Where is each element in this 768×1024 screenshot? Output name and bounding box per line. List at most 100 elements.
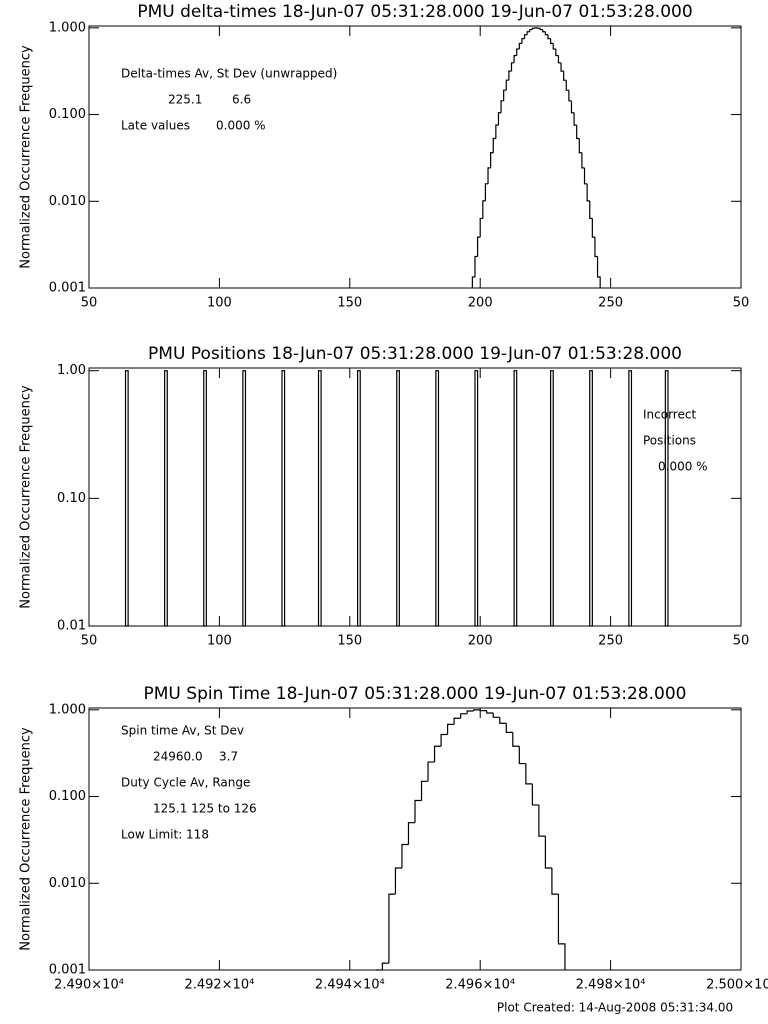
histogram-bin	[433, 745, 442, 763]
histogram-bin	[388, 893, 396, 964]
x-tick-label: 200	[468, 296, 493, 311]
histogram-bin	[484, 183, 489, 201]
histogram-bin	[503, 89, 507, 101]
histogram-bin	[570, 100, 575, 114]
histogram-bin	[471, 276, 475, 288]
y-axis-label: Normalized Occurrence Frequency	[19, 727, 34, 951]
annotation: Incorrect	[643, 408, 696, 422]
annotation: 225.1	[168, 93, 202, 107]
histogram-bin	[551, 868, 559, 895]
y-tick-label: 0.010	[49, 194, 86, 209]
histogram-bin	[427, 761, 435, 782]
x-tick-label: 100	[207, 296, 232, 311]
histogram-bin	[505, 723, 513, 733]
chart-title: PMU delta-times 18-Jun-07 05:31:28.000 1…	[137, 2, 692, 22]
histogram-bin	[407, 822, 415, 845]
x-tick-label: 100	[207, 634, 232, 649]
spike	[203, 370, 207, 627]
annotation: Positions	[643, 434, 696, 448]
histogram-bin	[474, 255, 478, 277]
histogram-bin	[591, 218, 595, 238]
spike	[396, 370, 400, 627]
histogram-bin	[557, 894, 566, 970]
histogram-bin	[381, 962, 389, 970]
x-tick-label: 200	[468, 634, 493, 649]
x-tick-label: 2.496×10⁴	[445, 978, 515, 993]
histogram-bin	[518, 746, 526, 765]
histogram-bin	[589, 200, 593, 220]
histogram-bin	[586, 183, 590, 202]
x-tick-label: 250	[598, 296, 623, 311]
x-tick-label: 2.494×10⁴	[315, 978, 385, 993]
x-tick-label: 150	[337, 634, 362, 649]
histogram-bin	[531, 783, 539, 806]
annotation: 0.000 %	[658, 460, 708, 474]
histogram-bin	[529, 28, 533, 32]
spike	[628, 370, 633, 627]
x-tick-label: 2.498×10⁴	[576, 978, 646, 993]
histogram-bin	[594, 237, 598, 258]
histogram-bin	[539, 28, 543, 31]
histogram-bin	[487, 167, 491, 184]
plot-frame	[88, 367, 742, 627]
histogram-bin	[581, 152, 585, 169]
histogram-bin	[555, 49, 559, 57]
x-tick-label: 50	[81, 296, 98, 311]
spike	[164, 370, 168, 627]
spike	[357, 370, 361, 627]
annotation: Delta-times Av, St Dev (unwrapped)	[121, 67, 337, 81]
histogram-bin	[518, 42, 522, 50]
histogram-bin	[557, 55, 562, 64]
spike	[513, 370, 518, 627]
x-tick-label: 2.490×10⁴	[54, 978, 124, 993]
spike	[664, 370, 669, 627]
spike	[242, 370, 247, 627]
histogram-bin	[544, 836, 552, 869]
histogram-bin	[510, 62, 515, 72]
histogram-bin	[544, 31, 549, 36]
histogram-bin	[420, 780, 429, 801]
histogram-bin	[596, 256, 601, 288]
annotation: 0.000 %	[216, 119, 266, 133]
spike	[317, 370, 322, 627]
plot-frame	[88, 707, 742, 971]
y-tick-label: 0.100	[49, 789, 86, 804]
annotation: Low Limit: 118	[121, 828, 209, 842]
histogram-bin	[516, 48, 520, 56]
spike	[435, 370, 440, 627]
histogram-bin	[479, 217, 483, 238]
histogram-bin	[552, 43, 556, 50]
histogram-bin	[495, 124, 499, 139]
x-tick-label: 50	[733, 296, 750, 311]
spike	[589, 370, 593, 627]
x-tick-label: 2.500×10⁴	[706, 978, 768, 993]
annotation: 6.6	[232, 93, 251, 107]
plot-frame	[88, 25, 742, 289]
annotation: Spin time Av, St Dev	[121, 724, 244, 738]
y-tick-label: 0.001	[49, 963, 86, 978]
histogram-bin	[479, 709, 487, 712]
histogram-bin	[505, 79, 509, 91]
y-tick-label: 1.000	[49, 20, 86, 35]
annotation: 3.7	[219, 750, 238, 764]
y-tick-label: 1.00	[57, 363, 86, 378]
histogram-bin	[525, 763, 533, 785]
histogram-bin	[550, 38, 554, 45]
chart-title: PMU Spin Time 18-Jun-07 05:31:28.000 19-…	[144, 684, 687, 704]
histogram-bin	[453, 717, 461, 725]
histogram-bin	[560, 62, 564, 72]
histogram-bin	[563, 71, 567, 81]
histogram-bin	[547, 34, 551, 40]
annotation: Duty Cycle Av, Range	[121, 776, 250, 790]
histogram-bin	[414, 799, 422, 823]
histogram-bin	[490, 152, 494, 168]
histogram-bin	[466, 710, 474, 714]
histogram-bin	[531, 27, 535, 30]
histogram-bin	[492, 137, 496, 153]
histogram-bin	[513, 54, 517, 63]
annotation: 24960.0	[153, 750, 203, 764]
x-tick-label: 150	[337, 296, 362, 311]
histogram-bin	[512, 732, 520, 747]
y-axis-label: Normalized Occurrence Frequency	[19, 385, 34, 609]
